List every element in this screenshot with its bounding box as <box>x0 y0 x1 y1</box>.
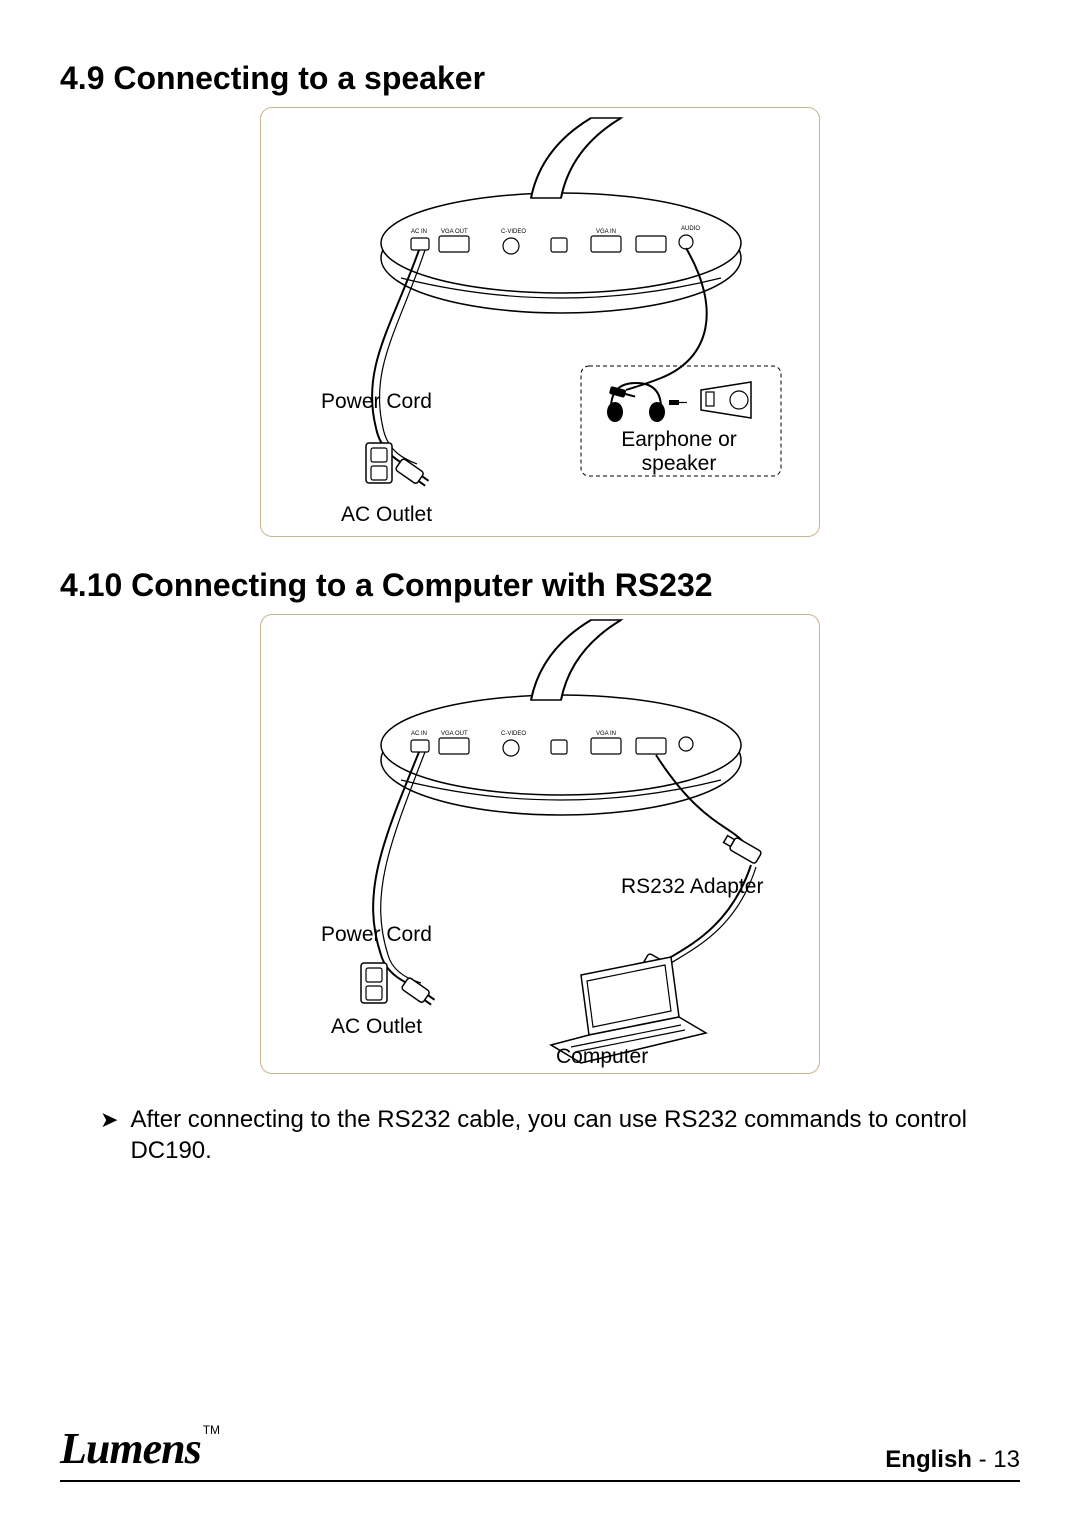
svg-text:VGA OUT: VGA OUT <box>441 229 468 235</box>
svg-text:AC IN: AC IN <box>411 229 427 235</box>
rs232-connection-illustration: AC IN VGA OUT C-VIDEO VGA IN <box>261 615 821 1075</box>
label-rs232-adapter: RS232 Adapter <box>621 875 763 899</box>
page-language: English - 13 <box>885 1446 1020 1474</box>
svg-text:VGA IN: VGA IN <box>596 731 616 737</box>
label-earphone-line2: speaker <box>642 452 717 475</box>
svg-text:AUDIO: AUDIO <box>681 226 700 232</box>
label-power-cord-1: Power Cord <box>321 390 432 414</box>
language-label: English <box>885 1446 972 1473</box>
note-text: After connecting to the RS232 cable, you… <box>130 1104 1020 1166</box>
section-heading-49: 4.9 Connecting to a speaker <box>60 60 1020 97</box>
label-earphone: Earphone or speaker <box>619 428 739 476</box>
brand-logo: LumensTM <box>60 1423 220 1474</box>
svg-text:C-VIDEO: C-VIDEO <box>501 731 526 737</box>
label-computer: Computer <box>556 1045 648 1069</box>
svg-text:VGA OUT: VGA OUT <box>441 731 468 737</box>
footer-rule <box>60 1480 1020 1482</box>
diagram-speaker: AC IN VGA OUT C-VIDEO VGA IN AUDIO <box>260 107 820 537</box>
svg-text:AC IN: AC IN <box>411 731 427 737</box>
label-ac-outlet-1: AC Outlet <box>341 503 432 527</box>
diagram-rs232: AC IN VGA OUT C-VIDEO VGA IN <box>260 614 820 1074</box>
label-power-cord-2: Power Cord <box>321 923 432 947</box>
page-footer: LumensTM English - 13 <box>60 1423 1020 1482</box>
section-heading-410: 4.10 Connecting to a Computer with RS232 <box>60 567 1020 604</box>
chevron-icon: ➤ <box>100 1106 118 1135</box>
label-earphone-line1: Earphone or <box>621 428 737 451</box>
page-number: 13 <box>993 1446 1020 1473</box>
label-ac-outlet-2: AC Outlet <box>331 1015 422 1039</box>
separator: - <box>972 1446 993 1473</box>
svg-text:C-VIDEO: C-VIDEO <box>501 229 526 235</box>
brand-text: Lumens <box>60 1424 201 1473</box>
note-rs232: ➤ After connecting to the RS232 cable, y… <box>100 1104 1020 1166</box>
trademark: TM <box>203 1423 220 1437</box>
svg-text:VGA IN: VGA IN <box>596 229 616 235</box>
